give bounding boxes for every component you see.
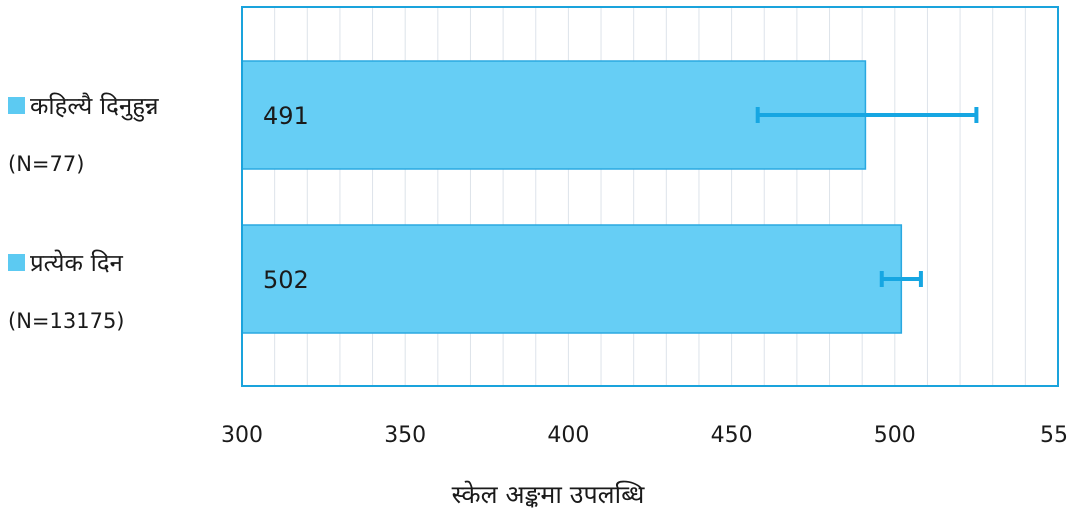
bar [241,224,903,334]
x-tick-label: 300 [221,423,263,448]
legend-square [8,97,25,114]
plot-frame [241,6,1059,387]
x-tick-label: 400 [547,423,589,448]
x-tick-label: 450 [711,423,753,448]
legend-square [8,254,25,271]
category-labels: कहिल्यै दिनुहुन्न (N=77) प्रत्येक दिन (N=13… [8,92,160,333]
x-axis-label: स्केल अङ्कमा उपलब्धि [452,480,645,509]
x-tick-labels: 300 350 400 450 500 55 [221,423,1068,448]
x-tick-label: 500 [874,423,916,448]
value-label: 491 [263,102,309,130]
category-label: प्रत्येक दिन [30,249,124,277]
value-label: 502 [263,266,309,294]
value-labels: 491 502 [263,102,309,294]
x-tick-label: 55 [1040,423,1068,448]
category-label: कहिल्यै दिनुहुन्न [30,92,160,122]
error-bars [755,107,979,287]
category-count: (N=13175) [8,309,125,333]
category-count: (N=77) [8,152,84,176]
x-tick-label: 350 [384,423,426,448]
